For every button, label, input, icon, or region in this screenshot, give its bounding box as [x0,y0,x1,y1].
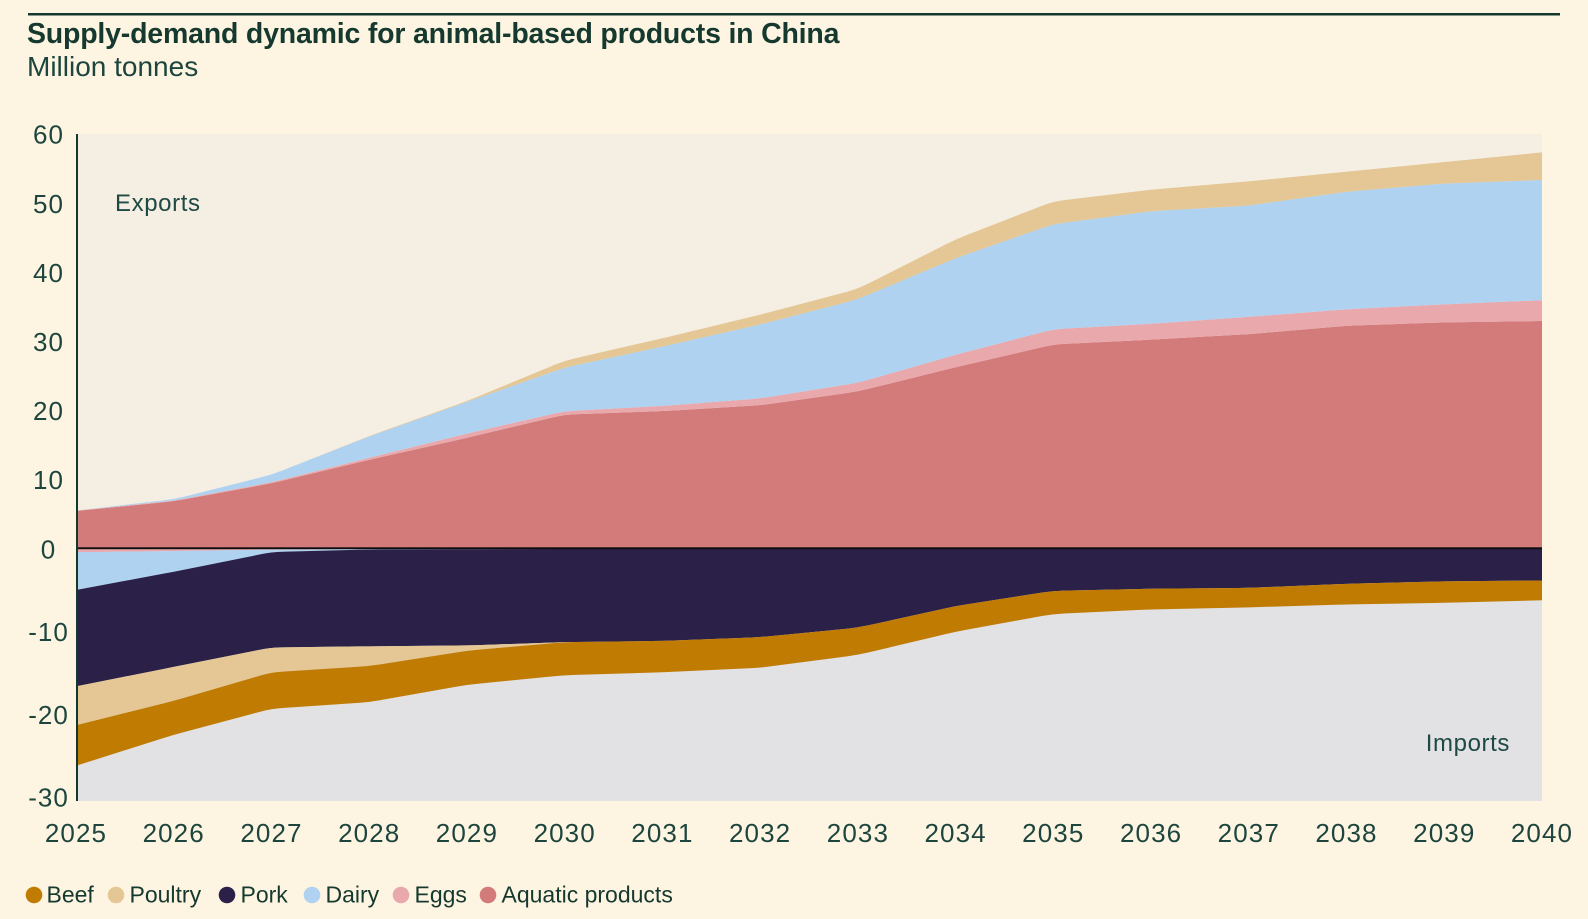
svg-text:Poultry: Poultry [130,882,202,908]
svg-text:2030: 2030 [534,818,596,848]
svg-text:Aquatic products: Aquatic products [502,882,673,908]
svg-text:50: 50 [33,189,64,219]
svg-text:-10: -10 [28,617,69,647]
svg-text:60: 60 [33,120,64,150]
svg-text:2037: 2037 [1218,818,1280,848]
svg-text:0: 0 [41,534,56,564]
svg-text:2025: 2025 [45,818,107,848]
svg-text:2027: 2027 [240,818,302,848]
svg-text:30: 30 [33,327,64,357]
svg-text:40: 40 [33,258,64,288]
svg-text:2034: 2034 [924,818,986,848]
svg-text:2040: 2040 [1511,818,1573,848]
svg-text:2033: 2033 [827,818,889,848]
svg-text:-30: -30 [28,783,69,813]
svg-text:2035: 2035 [1022,818,1084,848]
svg-text:-20: -20 [28,700,69,730]
svg-text:2032: 2032 [729,818,791,848]
svg-text:Imports: Imports [1426,730,1510,757]
svg-text:20: 20 [33,396,64,426]
svg-text:Exports: Exports [115,190,201,217]
svg-text:2028: 2028 [338,818,400,848]
svg-text:2039: 2039 [1413,818,1475,848]
svg-text:Million tonnes: Million tonnes [27,51,198,82]
svg-text:10: 10 [33,465,64,495]
svg-text:2026: 2026 [143,818,205,848]
svg-text:2031: 2031 [631,818,693,848]
svg-text:Eggs: Eggs [415,882,467,908]
svg-text:2038: 2038 [1315,818,1377,848]
svg-text:2036: 2036 [1120,818,1182,848]
svg-text:Dairy: Dairy [326,882,380,908]
svg-text:Supply-demand dynamic for anim: Supply-demand dynamic for animal-based p… [27,18,841,50]
svg-text:Pork: Pork [241,882,289,908]
svg-text:2029: 2029 [436,818,498,848]
svg-text:Beef: Beef [47,882,95,908]
